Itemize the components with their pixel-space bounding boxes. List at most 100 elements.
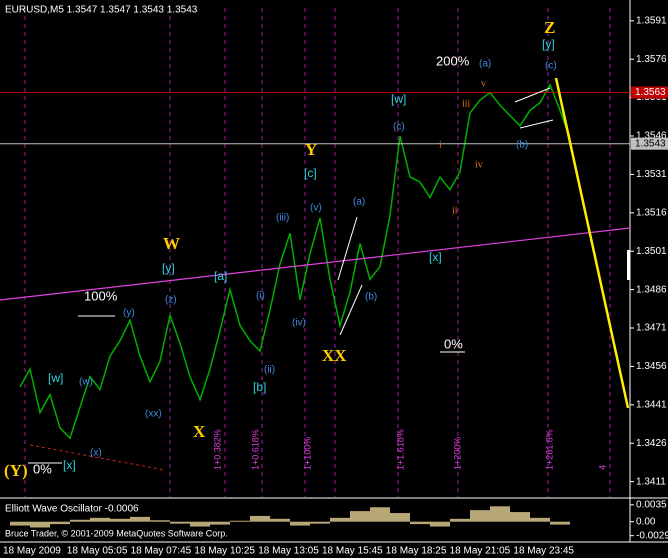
oscillator-bar — [190, 521, 210, 527]
red-dashed-line — [29, 444, 166, 471]
wave-label: (z) — [165, 295, 177, 306]
fib-time-label: 1+0.618% — [250, 429, 260, 470]
x-tick-label: 18 May 10:25 — [194, 546, 255, 557]
wave-label: (x) — [90, 448, 102, 459]
y-tick-label: 1.3426 — [636, 438, 667, 449]
oscillator-bar — [290, 521, 310, 526]
wave-label: (c) — [545, 61, 557, 72]
x-tick-label: 18 May 18:25 — [386, 546, 447, 557]
y-tick-label: 0.00 — [636, 516, 656, 527]
wave-label: (ii) — [264, 365, 275, 376]
wave-label: (b) — [365, 292, 377, 303]
wave-labels: (Y) 0% [x] (x) [w] (w) (xx) (y) 100% W [… — [4, 18, 557, 480]
trend-line — [0, 227, 631, 301]
oscillator-bar — [410, 521, 430, 525]
price-box-label: 1.3563 — [635, 87, 666, 98]
wave-label: (iv) — [292, 318, 306, 329]
wave-label: [c] — [304, 166, 317, 180]
oscillator-bar — [370, 507, 390, 522]
oscillator-bar — [450, 518, 470, 522]
separators — [0, 0, 668, 543]
wave-label: (b) — [516, 140, 528, 151]
wave-label: iv — [475, 159, 483, 170]
oscillator-bar — [510, 512, 530, 522]
y-tick-label: 1.3441 — [636, 399, 667, 410]
oscillator-bar — [430, 521, 450, 527]
scroll-marker — [627, 250, 630, 280]
channel-line — [339, 284, 363, 336]
y-tick-label: 1.3531 — [636, 169, 667, 180]
wave-label: (iii) — [276, 213, 289, 224]
oscillator-bar — [490, 506, 510, 522]
oscillator-bar — [350, 511, 370, 522]
price-box-label: 1.3543 — [635, 138, 666, 149]
footer: Bruce Trader, © 2001-2009 MetaQuotes Sof… — [5, 528, 228, 538]
wave-label: Y — [305, 140, 317, 159]
y-tick-label: 1.3456 — [636, 361, 667, 372]
wave-label: XX — [322, 346, 347, 365]
y-tick-label: -0.0029 — [636, 530, 668, 541]
fib-label: 0% — [33, 461, 52, 476]
oscillator-bar — [470, 510, 490, 522]
wave-label: W — [163, 234, 180, 253]
x-tick-label: 18 May 15:45 — [322, 546, 383, 557]
wave-label: [w] — [48, 371, 63, 385]
wave-label: [w] — [391, 92, 406, 106]
price-box — [631, 137, 668, 150]
oscillator-bar — [50, 521, 70, 525]
oscillator-bar — [170, 521, 190, 524]
y-tick-label: 1.3546 — [636, 131, 667, 142]
oscillator-bar — [270, 518, 290, 522]
y-tick-label: 1.3516 — [636, 207, 667, 218]
oscillator-bar — [210, 521, 230, 525]
drawings — [0, 77, 631, 471]
oscillator-bar — [130, 516, 150, 522]
y-tick-label: 1.3486 — [636, 284, 667, 295]
wave-label: (a) — [353, 197, 365, 208]
x-tick-label: 18 May 2009 — [3, 546, 61, 557]
wave-label: Z — [544, 18, 555, 37]
oscillator-bar — [330, 517, 350, 522]
wave-label: [y] — [542, 37, 555, 51]
wave-label: i — [439, 139, 442, 150]
channel-line — [519, 119, 554, 129]
y-tick-label: 1.3501 — [636, 246, 667, 257]
fib-time-label: 1+0.382% — [212, 429, 222, 470]
x-tick-label: 18 May 07:45 — [131, 546, 192, 557]
wave-label: iii — [462, 98, 471, 109]
fib-label: 100% — [84, 288, 118, 303]
header: EURUSD,M5 1.3547 1.3547 1.3543 1.3543 — [5, 5, 198, 16]
oscillator-bar — [390, 513, 410, 522]
fib-time-label: 1+200% — [452, 437, 462, 470]
y-tick-label: 1.3471 — [636, 323, 667, 334]
channel-line — [337, 216, 358, 281]
wave-label: (y) — [123, 308, 135, 319]
fib-time-labels: 1+0.382% 1+0.618% 1+100% 1+1.618% 1+200%… — [212, 429, 607, 470]
fib-label: 0% — [444, 336, 463, 351]
oscillator-bar — [530, 517, 550, 522]
oscillator-title: Elliott Wave Oscillator -0.0006 — [5, 504, 139, 515]
y-tick-label: 1.3591 — [636, 15, 667, 26]
oscillator-bar — [110, 518, 130, 522]
wave-label: (i) — [256, 291, 265, 302]
x-tick-label: 18 May 23:45 — [513, 546, 574, 557]
wave-label: [x] — [429, 250, 442, 264]
wave-label: [b] — [253, 380, 266, 394]
y-tick-label: 1.3411 — [636, 476, 666, 487]
fib-label: 200% — [436, 53, 470, 68]
wave-label: (Y) — [4, 461, 28, 480]
oscillator-bar — [250, 515, 270, 522]
channel-line — [514, 87, 551, 103]
y-tick-label: 0.0035 — [636, 499, 667, 510]
wave-label: (v) — [310, 203, 322, 214]
fib-time-label: 1+261.8% — [544, 429, 554, 470]
oscillator-bar — [90, 517, 110, 522]
wave-label: (a) — [479, 59, 491, 70]
wave-label: ii — [452, 205, 458, 216]
wave-label: [a] — [214, 269, 227, 283]
x-tick-label: 18 May 13:05 — [258, 546, 319, 557]
oscillator-bar — [230, 520, 250, 522]
wave-label: (c) — [393, 122, 405, 133]
fib-time-label: 4 — [597, 465, 607, 470]
